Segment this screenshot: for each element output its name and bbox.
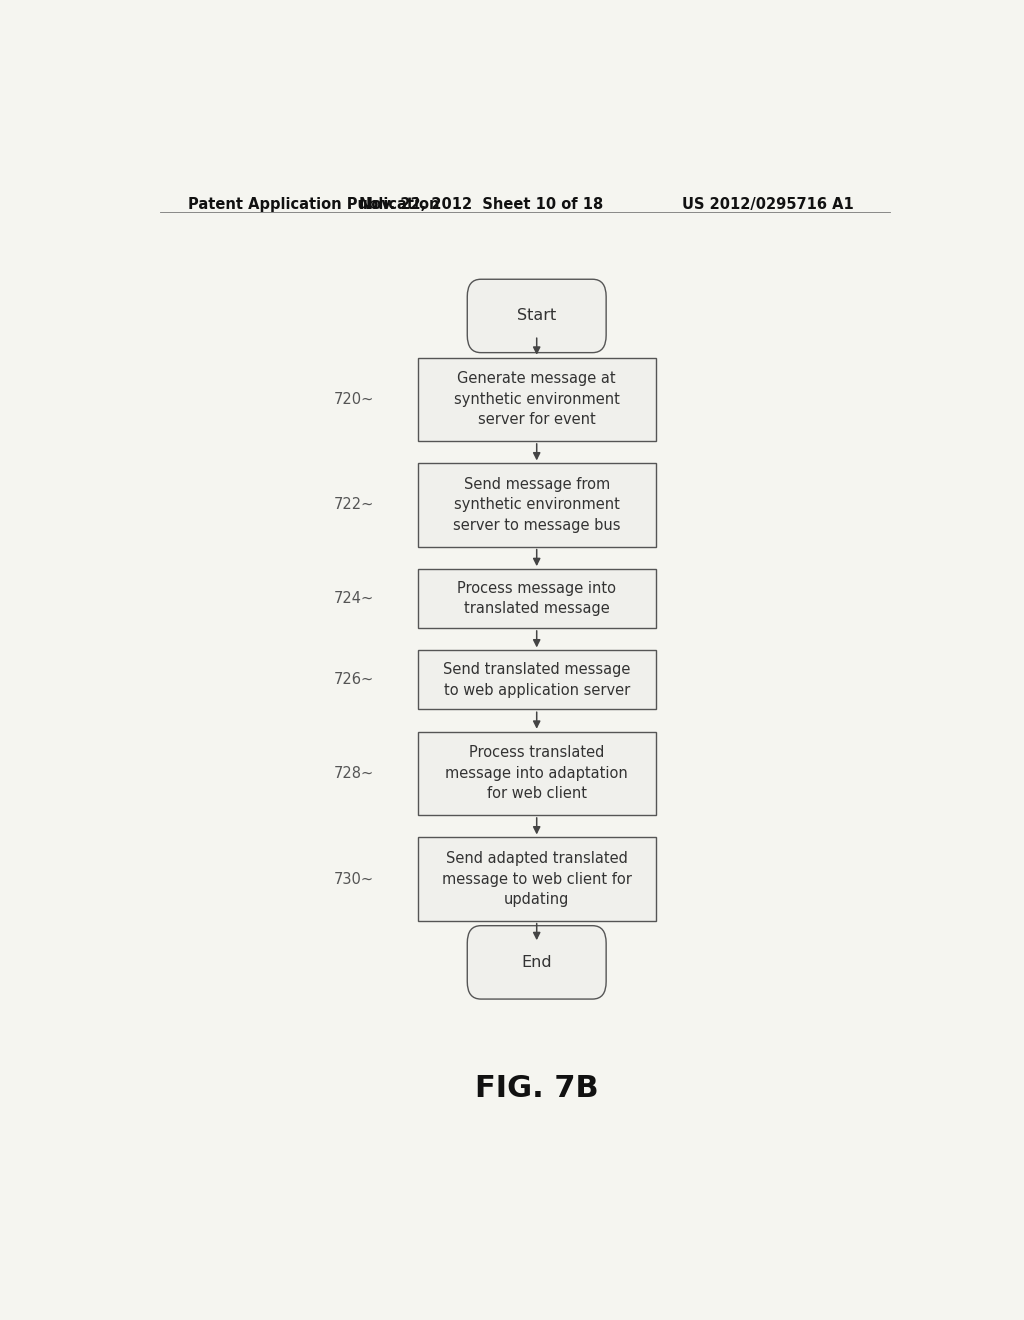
FancyBboxPatch shape — [418, 358, 655, 441]
Text: 726~: 726~ — [334, 672, 374, 688]
FancyBboxPatch shape — [418, 837, 655, 921]
FancyBboxPatch shape — [467, 280, 606, 352]
Text: Send message from
synthetic environment
server to message bus: Send message from synthetic environment … — [453, 477, 621, 533]
Text: 724~: 724~ — [334, 591, 374, 606]
Text: End: End — [521, 954, 552, 970]
Text: Send adapted translated
message to web client for
updating: Send adapted translated message to web c… — [441, 851, 632, 907]
Text: FIG. 7B: FIG. 7B — [475, 1074, 598, 1104]
FancyBboxPatch shape — [418, 569, 655, 628]
FancyBboxPatch shape — [467, 925, 606, 999]
Text: 722~: 722~ — [334, 498, 374, 512]
Text: Patent Application Publication: Patent Application Publication — [187, 197, 439, 211]
Text: Process message into
translated message: Process message into translated message — [457, 581, 616, 616]
Text: 728~: 728~ — [334, 766, 374, 781]
FancyBboxPatch shape — [418, 651, 655, 709]
Text: 720~: 720~ — [334, 392, 374, 407]
Text: Start: Start — [517, 309, 556, 323]
Text: Generate message at
synthetic environment
server for event: Generate message at synthetic environmen… — [454, 371, 620, 428]
Text: Send translated message
to web application server: Send translated message to web applicati… — [443, 663, 631, 697]
FancyBboxPatch shape — [418, 463, 655, 546]
Text: 730~: 730~ — [334, 871, 374, 887]
Text: US 2012/0295716 A1: US 2012/0295716 A1 — [682, 197, 854, 211]
FancyBboxPatch shape — [418, 731, 655, 814]
Text: Process translated
message into adaptation
for web client: Process translated message into adaptati… — [445, 746, 628, 801]
Text: Nov. 22, 2012  Sheet 10 of 18: Nov. 22, 2012 Sheet 10 of 18 — [359, 197, 603, 211]
